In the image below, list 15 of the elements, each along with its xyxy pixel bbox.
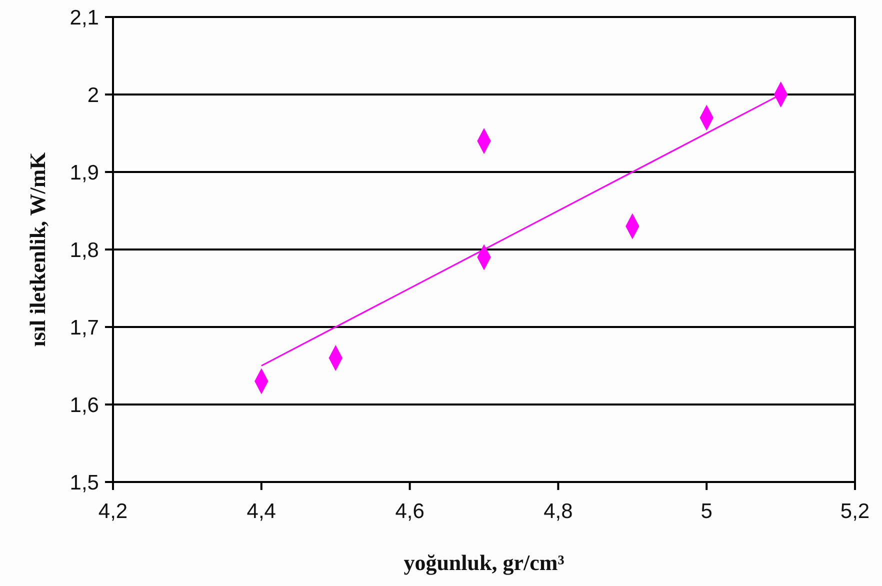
y-tick-label: 2 xyxy=(87,84,99,107)
y-tick-label: 1,9 xyxy=(70,161,99,184)
x-tick-label: 4,2 xyxy=(98,500,128,523)
x-tick-label: 4,6 xyxy=(395,500,424,523)
x-tick-label: 5,2 xyxy=(840,500,870,523)
x-tick-label: 4,8 xyxy=(544,500,573,523)
y-tick-label: 1,5 xyxy=(70,471,99,494)
y-tick-label: 2,1 xyxy=(70,6,99,30)
y-axis-title: ısıl iletkenlik, W/mK xyxy=(25,152,50,347)
x-axis-title: yoğunluk, gr/cm³ xyxy=(404,550,565,575)
y-tick-label: 1,6 xyxy=(70,394,99,417)
x-tick-label: 4,4 xyxy=(246,500,276,523)
y-tick-label: 1,7 xyxy=(70,316,99,340)
y-tick-label: 1,8 xyxy=(70,238,99,262)
x-tick-label: 5 xyxy=(700,500,712,523)
